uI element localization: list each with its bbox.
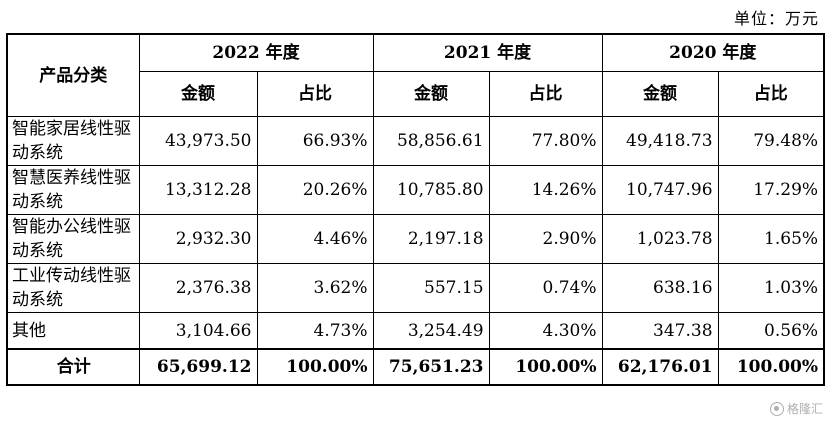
cell-share-2022: 20.26% [256, 165, 374, 215]
row-category: 智能家居线性驱动系统 [6, 116, 140, 166]
cell-share-2021: 4.30% [488, 312, 603, 350]
header-amount: 金额 [138, 71, 258, 117]
total-amount-2022: 65,699.12 [138, 348, 258, 386]
cell-share-2021: 2.90% [488, 214, 603, 264]
cell-share-2020: 0.56% [717, 312, 825, 350]
header-row-years: 产品分类 2022 年度 2021 年度 2020 年度 [6, 33, 825, 117]
row-category: 工业传动线性驱动系统 [6, 263, 140, 313]
watermark-logo-icon [769, 401, 784, 416]
cell-share-2021: 0.74% [488, 263, 603, 313]
header-share: 占比 [717, 71, 825, 117]
total-label: 合计 [6, 348, 140, 386]
cell-share-2021: 14.26% [488, 165, 603, 215]
header-amount: 金额 [601, 71, 719, 117]
watermark: 格隆汇 [769, 400, 823, 417]
cell-amount-2022: 2,932.30 [138, 214, 258, 264]
cell-amount-2020: 638.16 [601, 263, 719, 313]
table-row: 智能家居线性驱动系统 43,973.50 66.93% 58,856.61 77… [6, 116, 825, 166]
total-share-2020: 100.00% [717, 348, 825, 386]
cell-share-2022: 66.93% [256, 116, 374, 166]
cell-share-2020: 1.65% [717, 214, 825, 264]
row-category: 其他 [6, 312, 140, 350]
header-year-2020: 2020 年度 [601, 33, 825, 72]
cell-amount-2020: 10,747.96 [601, 165, 719, 215]
cell-share-2022: 3.62% [256, 263, 374, 313]
watermark-text: 格隆汇 [786, 402, 823, 416]
cell-amount-2020: 49,418.73 [601, 116, 719, 166]
cell-amount-2020: 1,023.78 [601, 214, 719, 264]
total-row: 合计 65,699.12 100.00% 75,651.23 100.00% 6… [6, 348, 825, 386]
cell-amount-2022: 43,973.50 [138, 116, 258, 166]
cell-amount-2020: 347.38 [601, 312, 719, 350]
revenue-by-product-table: 产品分类 2022 年度 2021 年度 2020 年度 金额 占比 金额 占比… [6, 33, 826, 386]
table-row: 智慧医养线性驱动系统 13,312.28 20.26% 10,785.80 14… [6, 165, 825, 215]
row-category: 智能办公线性驱动系统 [6, 214, 140, 264]
header-share: 占比 [488, 71, 603, 117]
cell-share-2021: 77.80% [488, 116, 603, 166]
cell-amount-2022: 2,376.38 [138, 263, 258, 313]
table-row: 其他 3,104.66 4.73% 3,254.49 4.30% 347.38 … [6, 312, 825, 350]
cell-share-2020: 79.48% [717, 116, 825, 166]
header-amount: 金额 [372, 71, 490, 117]
total-share-2021: 100.00% [488, 348, 603, 386]
total-share-2022: 100.00% [256, 348, 374, 386]
table-row: 智能办公线性驱动系统 2,932.30 4.46% 2,197.18 2.90%… [6, 214, 825, 264]
header-share: 占比 [256, 71, 374, 117]
total-amount-2020: 62,176.01 [601, 348, 719, 386]
unit-label: 单位：万元 [733, 9, 819, 28]
cell-share-2022: 4.73% [256, 312, 374, 350]
cell-amount-2021: 58,856.61 [372, 116, 490, 166]
cell-share-2020: 17.29% [717, 165, 825, 215]
header-year-2022: 2022 年度 [138, 33, 374, 72]
cell-amount-2021: 2,197.18 [372, 214, 490, 264]
cell-amount-2021: 557.15 [372, 263, 490, 313]
header-category: 产品分类 [6, 33, 140, 117]
table-row: 工业传动线性驱动系统 2,376.38 3.62% 557.15 0.74% 6… [6, 263, 825, 313]
total-amount-2021: 75,651.23 [372, 348, 490, 386]
header-row-metrics: 金额 占比 金额 占比 金额 占比 [7, 71, 825, 117]
cell-share-2020: 1.03% [717, 263, 825, 313]
header-year-2021: 2021 年度 [372, 33, 603, 72]
cell-amount-2022: 13,312.28 [138, 165, 258, 215]
cell-share-2022: 4.46% [256, 214, 374, 264]
cell-amount-2021: 3,254.49 [372, 312, 490, 350]
cell-amount-2021: 10,785.80 [372, 165, 490, 215]
row-category: 智慧医养线性驱动系统 [6, 165, 140, 215]
cell-amount-2022: 3,104.66 [138, 312, 258, 350]
